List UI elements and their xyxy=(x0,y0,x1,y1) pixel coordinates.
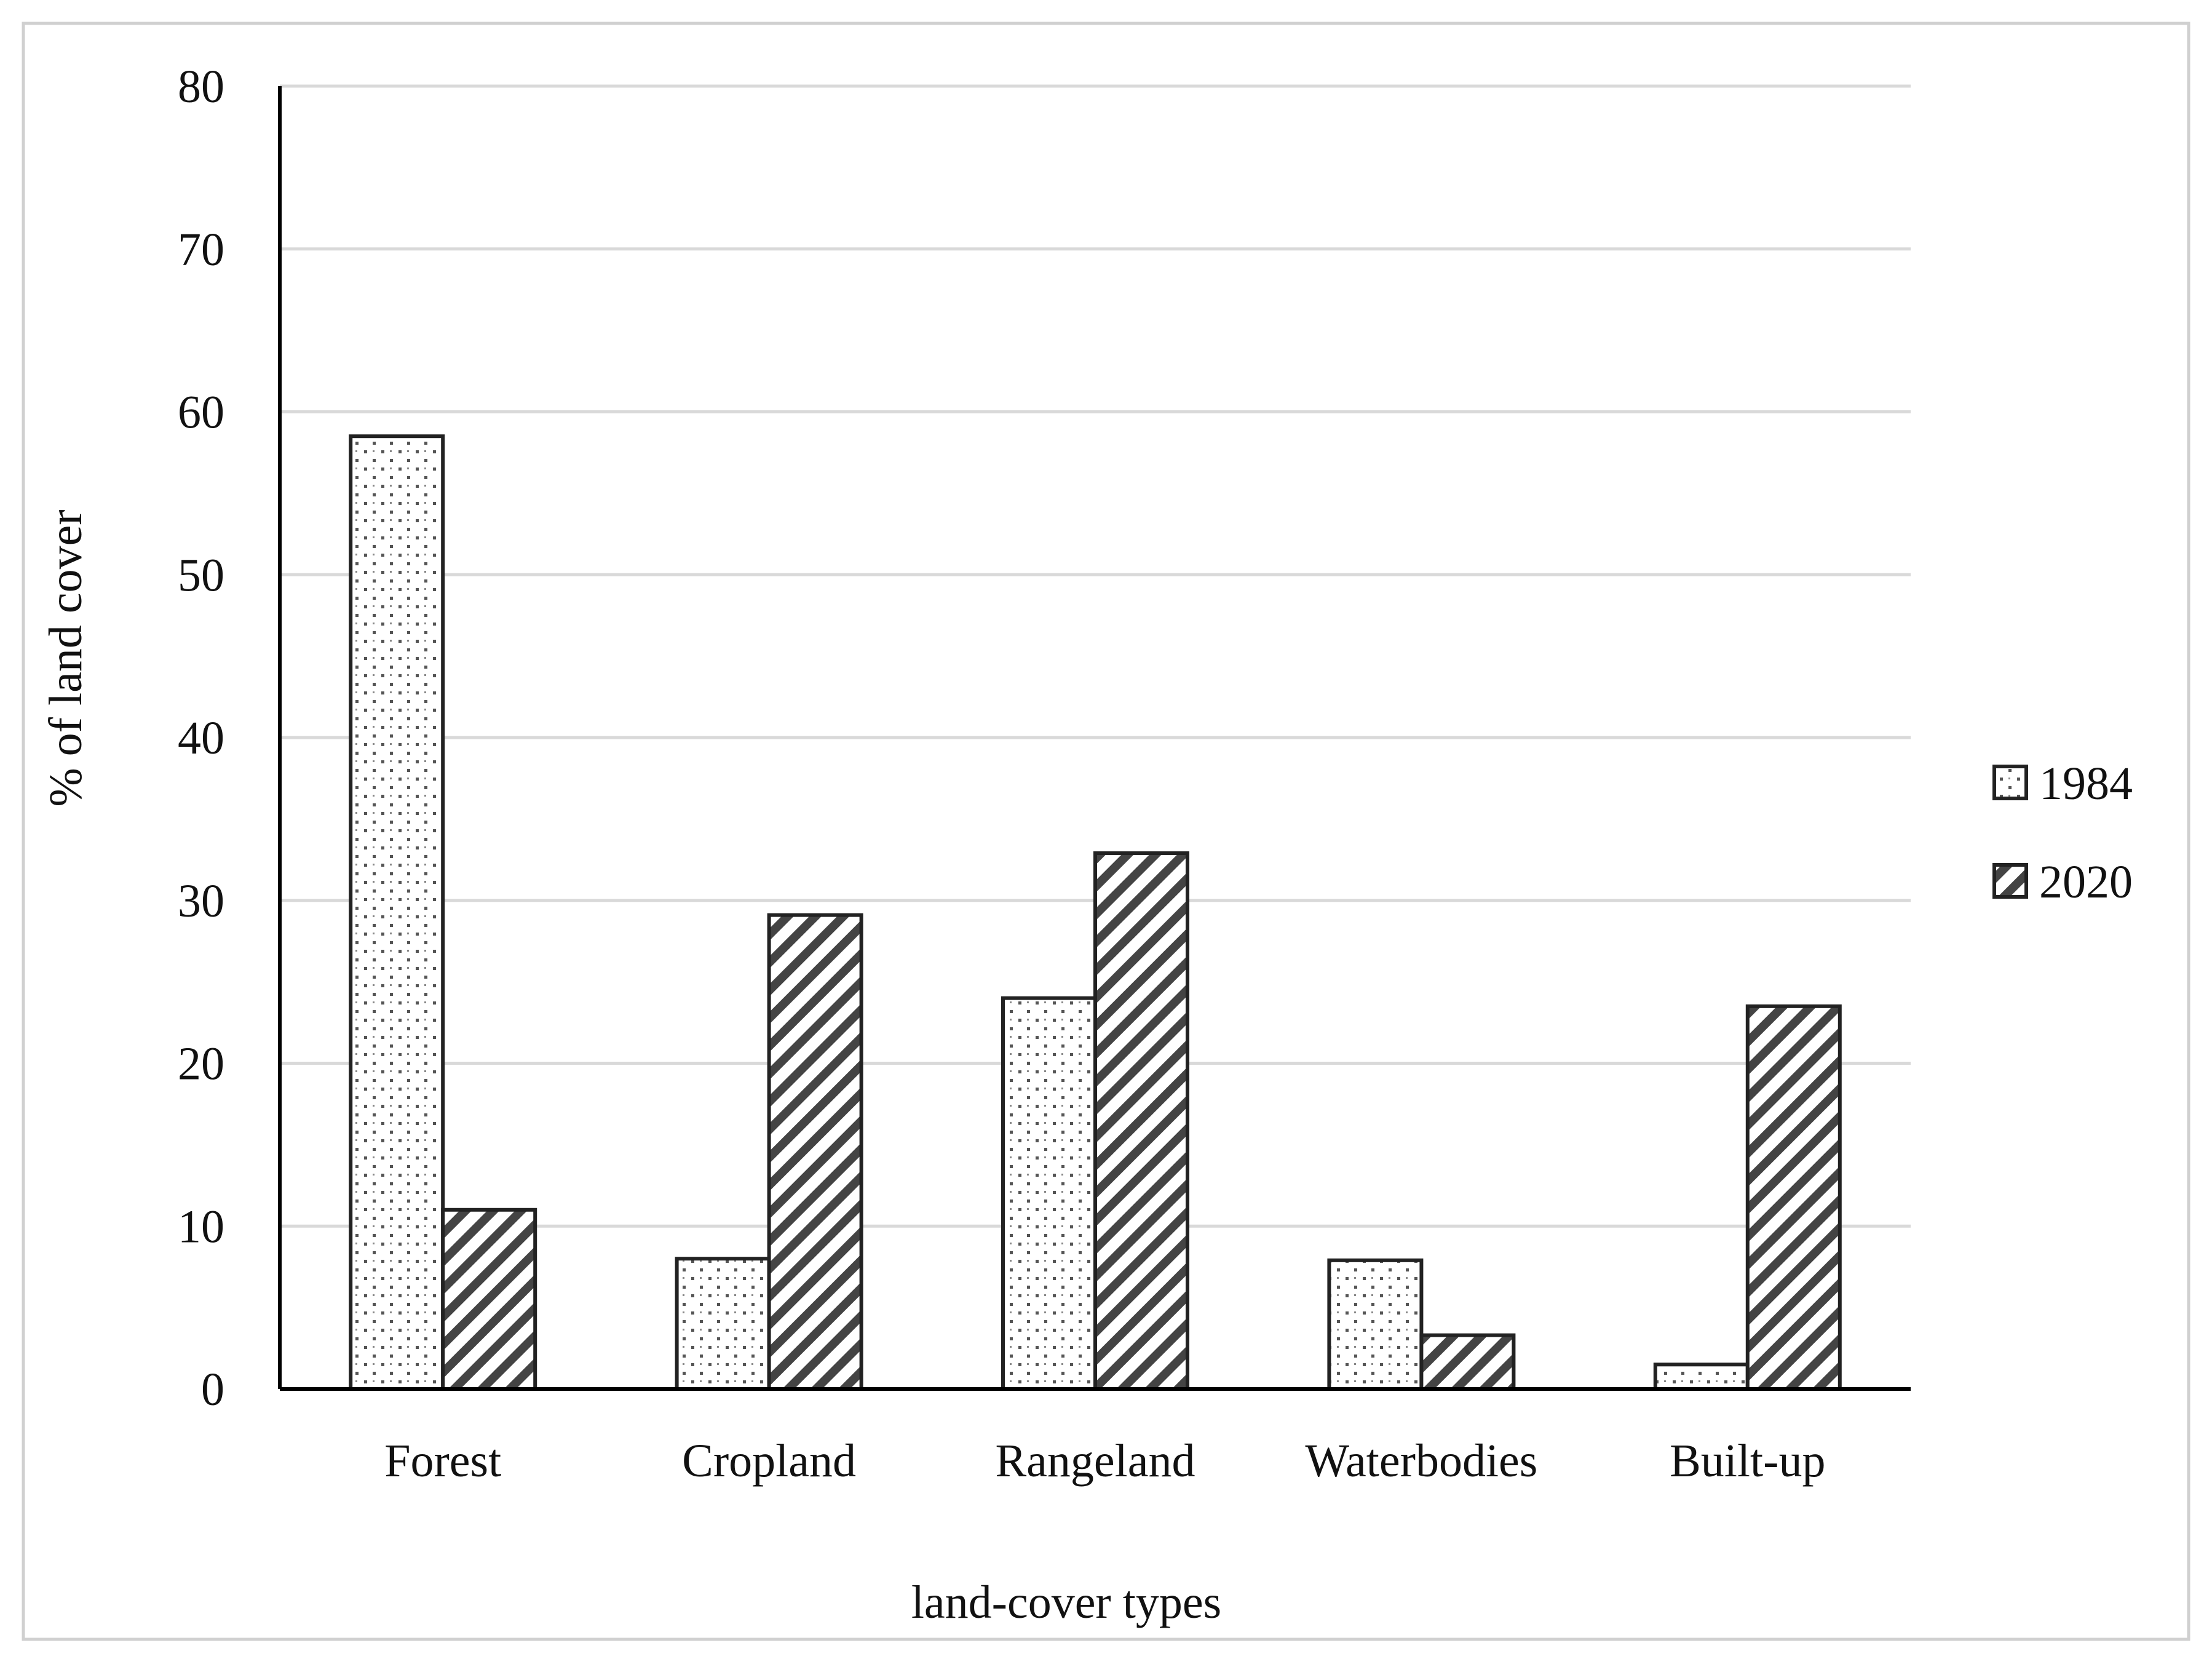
legend-swatch-2020 xyxy=(1992,863,2028,899)
bars xyxy=(349,434,1842,1391)
x-tick-label-waterbodies: Waterbodies xyxy=(1305,1435,1537,1487)
axes xyxy=(278,86,1911,1391)
y-tick-label-70: 70 xyxy=(178,224,224,276)
legend-label-1984: 1984 xyxy=(2039,758,2133,810)
y-tick-label-20: 20 xyxy=(178,1038,224,1090)
bar-waterbodies-1984 xyxy=(1327,1258,1424,1391)
x-tick-label-forest: Forest xyxy=(384,1435,501,1487)
bar-rangeland-1984 xyxy=(1001,996,1097,1391)
tick-labels: 0 10 20 30 40 50 60 70 80 Forest Cropland Rangeland… xyxy=(178,61,1825,1487)
legend-swatch-1984 xyxy=(1992,765,2028,800)
legend-label-2020: 2020 xyxy=(2039,856,2133,908)
y-axis-title: % of land cover xyxy=(40,509,92,806)
y-tick-label-0: 0 xyxy=(201,1364,224,1415)
chart-frame xyxy=(22,22,2190,1641)
bar-waterbodies-2020 xyxy=(1419,1333,1516,1391)
y-tick-label-10: 10 xyxy=(178,1201,224,1252)
bar-cropland-2020 xyxy=(767,913,863,1391)
y-tick-label-30: 30 xyxy=(178,875,224,927)
legend: 1984 2020 xyxy=(1992,758,2133,908)
y-tick-label-60: 60 xyxy=(178,387,224,439)
y-tick-label-50: 50 xyxy=(178,549,224,601)
x-tick-label-rangeland: Rangeland xyxy=(995,1435,1195,1487)
bar-built-up-2020 xyxy=(1745,1004,1842,1391)
bar-built-up-1984 xyxy=(1653,1363,1750,1391)
x-tick-label-cropland: Cropland xyxy=(682,1435,856,1487)
y-tick-label-40: 40 xyxy=(178,712,224,764)
x-axis-title: land-cover types xyxy=(911,1577,1221,1628)
bar-forest-1984 xyxy=(349,434,445,1391)
bar-forest-2020 xyxy=(441,1207,537,1391)
bar-cropland-1984 xyxy=(675,1257,771,1391)
x-tick-label-built-up: Built-up xyxy=(1670,1435,1825,1487)
y-tick-label-80: 80 xyxy=(178,61,224,113)
bar-rangeland-2020 xyxy=(1093,851,1189,1391)
